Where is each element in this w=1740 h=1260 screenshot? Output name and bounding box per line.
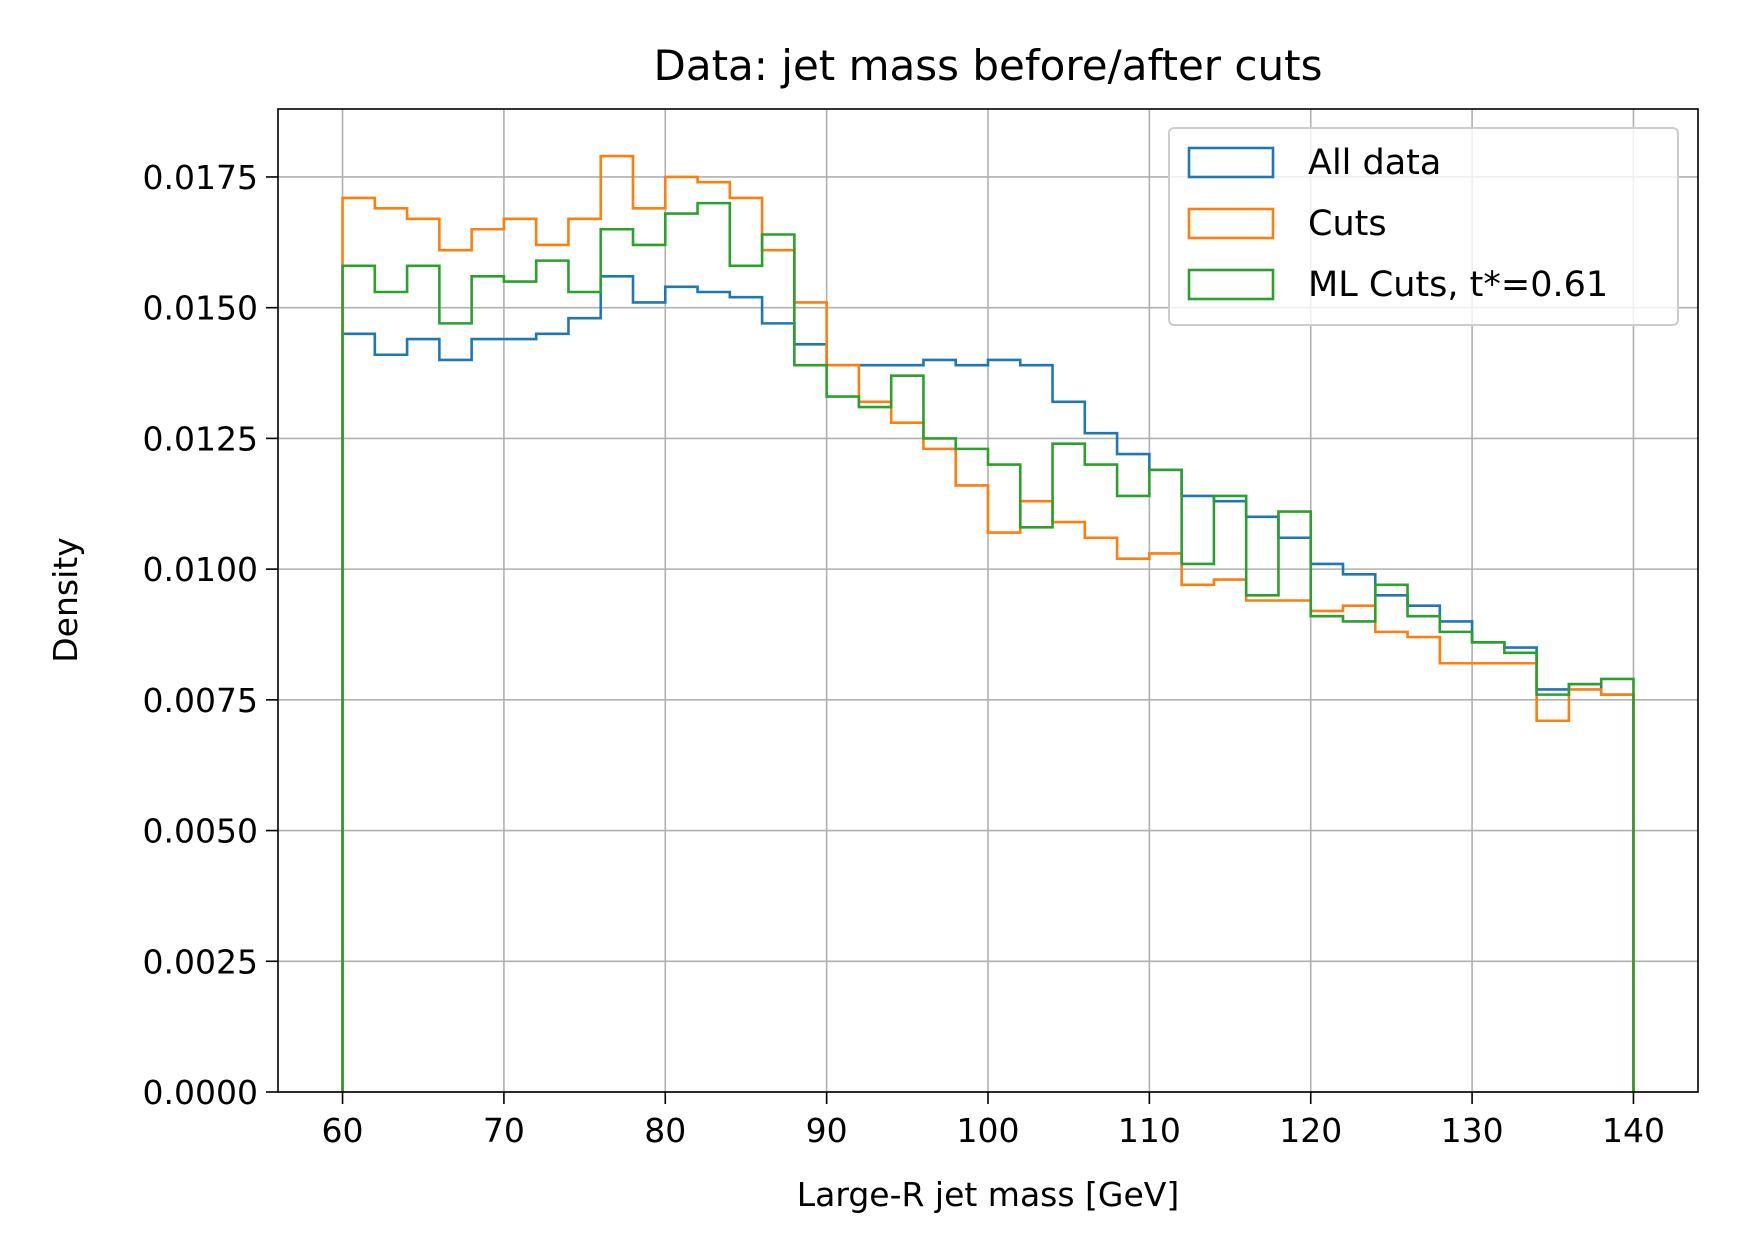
x-tick-label: 110	[1118, 1111, 1181, 1150]
y-tick-label: 0.0050	[143, 812, 258, 851]
legend-swatch-2	[1187, 268, 1275, 301]
legend-label-2: ML Cuts, t*=0.61	[1308, 265, 1608, 305]
y-axis-label: Density	[46, 537, 85, 662]
x-tick-label: 70	[483, 1111, 525, 1150]
y-tick-label: 0.0175	[143, 158, 258, 197]
x-tick-label: 100	[957, 1111, 1020, 1150]
x-tick-label: 140	[1602, 1111, 1665, 1150]
y-tick-label: 0.0125	[143, 419, 258, 458]
y-tick-label: 0.0100	[143, 550, 258, 589]
x-tick-label: 120	[1279, 1111, 1342, 1150]
legend: All data Cuts ML Cuts, t*=0.61	[1168, 127, 1679, 326]
series-line-0	[341, 275, 1635, 1092]
x-tick-label: 80	[644, 1111, 686, 1150]
x-tick-label: 90	[806, 1111, 848, 1150]
x-axis-ticks: 60 70 80 90 100 110 120 130 140	[322, 1092, 1665, 1150]
y-tick-label: 0.0025	[143, 942, 258, 981]
series-line-2	[341, 201, 1635, 1092]
y-tick-label: 0.0000	[143, 1073, 258, 1112]
x-tick-label: 60	[322, 1111, 364, 1150]
series-lines	[341, 154, 1635, 1092]
x-tick-label: 130	[1441, 1111, 1504, 1150]
x-axis-label: Large-R jet mass [GeV]	[797, 1175, 1180, 1214]
legend-label-0: All data	[1308, 143, 1441, 183]
y-axis-ticks: 0.0000 0.0025 0.0050 0.0075 0.0100 0.0125 0.01…	[143, 158, 278, 1112]
legend-frame	[1168, 127, 1679, 326]
legend-label-1: Cuts	[1308, 204, 1387, 244]
legend-swatch-1	[1187, 207, 1275, 240]
series-line-1	[341, 154, 1635, 1092]
y-tick-label: 0.0075	[143, 681, 258, 720]
legend-entries: All data Cuts ML Cuts, t*=0.61	[1187, 143, 1608, 305]
chart-title: Data: jet mass before/after cuts	[654, 41, 1323, 90]
y-tick-label: 0.0150	[143, 289, 258, 328]
legend-swatch-0	[1187, 146, 1275, 179]
